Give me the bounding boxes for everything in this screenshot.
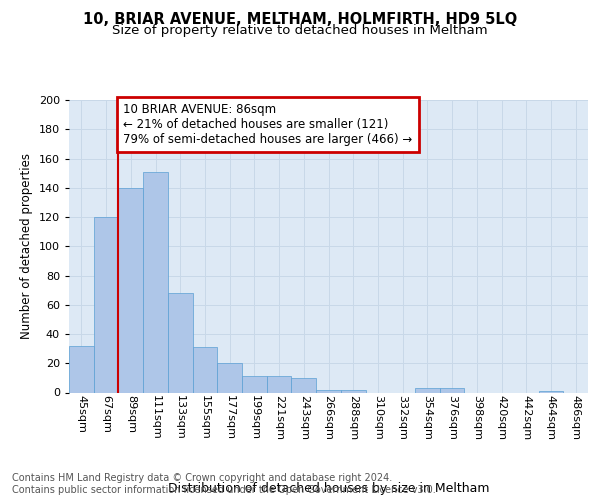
- X-axis label: Distribution of detached houses by size in Meltham: Distribution of detached houses by size …: [168, 482, 489, 495]
- Bar: [94, 217, 118, 392]
- Bar: [193, 347, 217, 393]
- Bar: [267, 376, 292, 392]
- Text: Contains HM Land Registry data © Crown copyright and database right 2024.
Contai: Contains HM Land Registry data © Crown c…: [12, 474, 436, 495]
- Text: 10 BRIAR AVENUE: 86sqm
← 21% of detached houses are smaller (121)
79% of semi-de: 10 BRIAR AVENUE: 86sqm ← 21% of detached…: [124, 103, 413, 146]
- Bar: [118, 188, 143, 392]
- Bar: [143, 172, 168, 392]
- Bar: [440, 388, 464, 392]
- Bar: [242, 376, 267, 392]
- Bar: [168, 293, 193, 392]
- Bar: [69, 346, 94, 393]
- Bar: [341, 390, 365, 392]
- Bar: [539, 391, 563, 392]
- Bar: [217, 363, 242, 392]
- Bar: [415, 388, 440, 392]
- Y-axis label: Number of detached properties: Number of detached properties: [20, 153, 33, 340]
- Bar: [316, 390, 341, 392]
- Text: Size of property relative to detached houses in Meltham: Size of property relative to detached ho…: [112, 24, 488, 37]
- Bar: [292, 378, 316, 392]
- Text: 10, BRIAR AVENUE, MELTHAM, HOLMFIRTH, HD9 5LQ: 10, BRIAR AVENUE, MELTHAM, HOLMFIRTH, HD…: [83, 12, 517, 28]
